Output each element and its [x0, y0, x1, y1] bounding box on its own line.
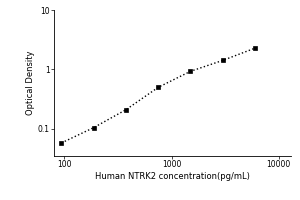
X-axis label: Human NTRK2 concentration(pg/mL): Human NTRK2 concentration(pg/mL)	[95, 172, 250, 181]
Y-axis label: Optical Density: Optical Density	[26, 51, 35, 115]
